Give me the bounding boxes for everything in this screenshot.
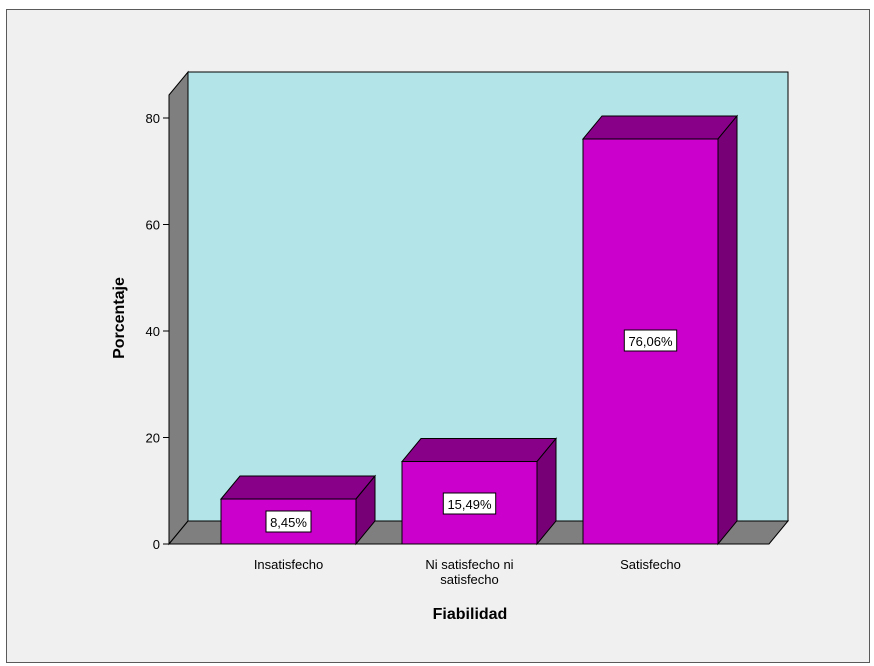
data-label: 8,45% [270,515,307,530]
bar-2: 15,49% [400,437,558,546]
x-category-label: Insatisfecho [254,557,323,572]
x-category-label: Satisfecho [620,557,681,572]
data-label: 15,49% [447,497,492,512]
bar-1: 8,45% [219,474,377,546]
y-axis: 0 20 40 60 80 [146,95,170,552]
x-category-label-line: Insatisfecho [254,557,323,572]
y-tick-label: 80 [146,111,160,126]
y-axis-title: Porcentaje [111,277,128,359]
side-wall [168,70,189,546]
data-label-box [623,329,678,352]
x-axis-category-labels: Insatisfecho Ni satisfecho ni satisfecho Sa… [254,557,681,587]
x-category-label-line: satisfecho [440,572,499,587]
x-axis-title: Fiabilidad [433,606,508,623]
y-tick-label: 0 [153,537,160,552]
data-label: 76,06% [628,334,673,349]
bar-top-face [219,475,377,500]
x-category-label-line: Ni satisfecho ni [425,557,513,572]
data-label-box [265,510,312,533]
bar-3: 76,06% [581,114,739,546]
x-category-label: Ni satisfecho ni satisfecho [425,557,513,587]
x-category-label-line: Satisfecho [620,557,681,572]
y-tick-label: 60 [146,218,160,233]
y-tick-label: 20 [146,431,160,446]
bar-top-face [581,115,739,140]
bar-top-face [400,438,558,463]
data-label-box [442,492,497,515]
bars: 8,45% 15,49% 76,06% [219,114,739,546]
y-tick-label: 40 [146,324,160,339]
bar-side-face [717,114,738,546]
